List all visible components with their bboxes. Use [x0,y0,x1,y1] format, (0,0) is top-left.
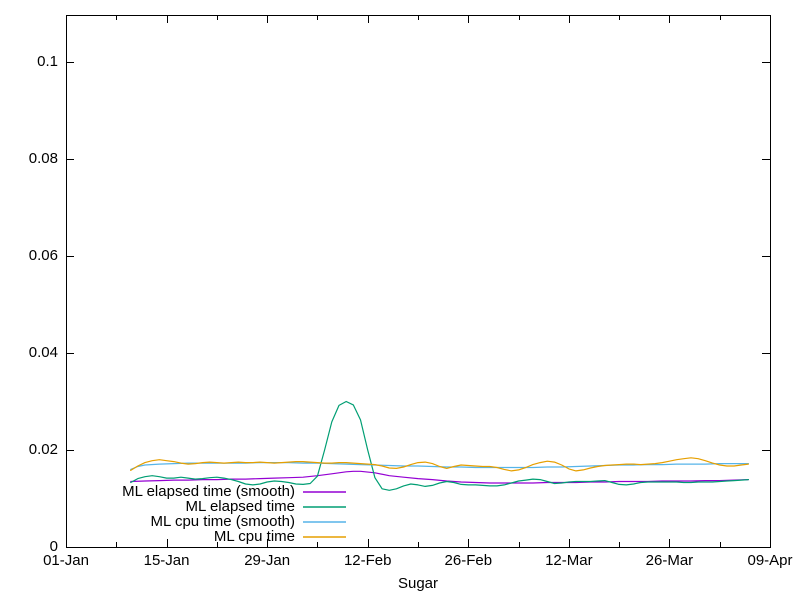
legend-label-ml-cpu-time-smooth: ML cpu time (smooth) [150,513,296,530]
y-tick-label: 0.04 [28,344,58,362]
legend-label-ml-cpu-time: ML cpu time [213,528,295,545]
x-tick-label: 09-Apr [747,552,793,569]
y-tick-label: 0 [49,538,58,555]
y-tick-label: 0.02 [28,441,58,458]
y-tick-label: 0.06 [28,247,58,265]
x-tick-label: 26-Mar [645,552,694,569]
series-line-ml-elapsed-time-smooth [130,470,750,484]
x-tick-label: 12-Feb [343,552,392,569]
series-line-ml-elapsed-time [130,400,750,491]
plot-border [66,15,771,548]
legend-label-ml-elapsed-time: ML elapsed time [185,498,296,515]
series-line-ml-cpu-time [130,457,750,472]
x-tick-label: 01-Jan [43,552,89,569]
x-tick-label: 29-Jan [244,552,291,569]
x-tick-label: 15-Jan [143,552,190,569]
legend-label-ml-elapsed-time-smooth: ML elapsed time (smooth) [122,483,295,500]
y-tick-label: 0.08 [28,150,58,168]
y-tick-label: 0.1 [37,53,58,71]
x-axis-title: Sugar [397,575,439,592]
x-tick-label: 12-Mar [545,552,593,569]
x-tick-label: 26-Feb [444,552,493,569]
